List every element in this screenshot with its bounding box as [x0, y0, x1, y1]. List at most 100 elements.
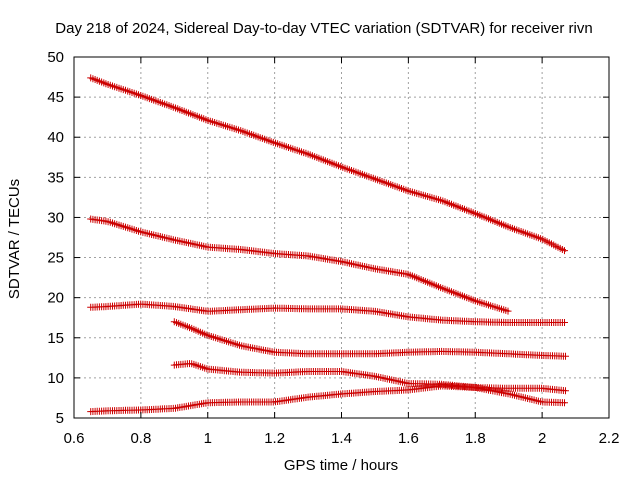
data-point — [340, 370, 343, 373]
y-tick-label: 20 — [47, 290, 64, 307]
y-tick-labels: 5 10 15 20 25 30 35 40 45 50 — [47, 49, 64, 427]
x-tick-label: 0.8 — [130, 430, 151, 447]
y-tick-label: 5 — [56, 410, 64, 427]
x-tick-label: 2 — [538, 430, 546, 447]
data-point — [374, 178, 376, 180]
series-markers — [87, 215, 512, 315]
data-point — [140, 94, 142, 97]
data-point — [474, 321, 476, 323]
data-point — [207, 402, 209, 404]
data-point — [307, 396, 309, 398]
data-point — [307, 153, 309, 155]
y-axis-label: SDTVAR / TECUs — [6, 179, 23, 299]
x-tick-label: 2.2 — [599, 430, 620, 447]
data-point — [240, 345, 242, 347]
data-point — [307, 308, 309, 310]
data-point — [274, 351, 276, 353]
data-point — [173, 106, 175, 109]
data-point — [190, 327, 192, 329]
data-point — [441, 287, 443, 289]
data-point — [173, 321, 175, 323]
data-point — [474, 386, 476, 389]
y-tick-label: 15 — [47, 330, 64, 347]
data-point — [190, 362, 192, 365]
data-point — [541, 401, 543, 403]
series-track-2 — [87, 215, 512, 315]
data-point — [508, 310, 510, 312]
data-point — [240, 130, 242, 132]
data-point — [274, 142, 276, 144]
data-point — [340, 166, 343, 168]
data-point — [140, 409, 142, 411]
x-tick-label: 1.2 — [264, 430, 285, 447]
data-point — [374, 353, 376, 355]
x-tick-label: 1.8 — [465, 430, 486, 447]
data-point — [307, 255, 309, 257]
y-tick-label: 35 — [47, 169, 64, 186]
data-point — [240, 401, 242, 403]
data-point — [140, 231, 142, 233]
x-axis-label: GPS time / hours — [284, 457, 398, 474]
data-point — [173, 364, 175, 366]
data-point — [207, 119, 209, 121]
data-point — [340, 260, 343, 263]
chart-title: Day 218 of 2024, Sidereal Day-to-day VTE… — [55, 20, 592, 37]
y-tick-label: 25 — [47, 250, 64, 267]
data-point — [541, 321, 543, 324]
data-point — [207, 334, 209, 336]
data-point — [240, 309, 242, 311]
y-tick-label: 50 — [47, 49, 64, 66]
data-point — [374, 375, 376, 377]
series-track-1 — [87, 74, 568, 255]
data-point — [274, 401, 276, 403]
data-point — [173, 239, 175, 241]
data-point — [407, 382, 409, 385]
data-point — [541, 354, 543, 357]
data-point — [374, 390, 376, 393]
data-point — [274, 307, 276, 309]
data-point — [307, 370, 309, 373]
series-track-3 — [87, 300, 568, 326]
data-point — [508, 353, 510, 355]
data-point — [474, 300, 476, 302]
data-point — [407, 190, 409, 192]
data-point — [541, 238, 543, 240]
data-point — [474, 351, 476, 353]
data-point — [564, 390, 567, 392]
data-point — [274, 252, 276, 255]
data-point — [564, 402, 567, 404]
data-point — [240, 371, 242, 373]
y-tick-label: 10 — [47, 370, 64, 387]
data-point — [340, 393, 343, 395]
series-markers — [170, 318, 569, 360]
data-point — [564, 355, 567, 357]
x-tick-label: 0.6 — [64, 430, 85, 447]
data-point — [541, 387, 543, 389]
data-point — [564, 321, 567, 324]
y-tick-label: 30 — [47, 209, 64, 226]
data-point — [207, 368, 209, 370]
data-point — [441, 385, 443, 387]
data-series — [87, 74, 569, 416]
data-point — [90, 306, 92, 308]
x-tick-label: 1.6 — [398, 430, 419, 447]
data-point — [441, 199, 443, 202]
data-point — [106, 410, 109, 412]
x-tick-labels: 0.6 0.8 1 1.2 1.4 1.6 1.8 2 2.2 — [64, 430, 620, 447]
data-point — [173, 305, 175, 308]
data-point — [106, 305, 109, 308]
axis-ticks — [73, 56, 610, 419]
data-point — [90, 77, 92, 79]
data-point — [307, 353, 309, 355]
data-point — [207, 310, 209, 312]
data-point — [441, 319, 443, 321]
data-point — [474, 212, 476, 215]
data-point — [173, 407, 175, 409]
data-point — [407, 351, 409, 353]
data-point — [407, 316, 409, 318]
series-markers — [87, 74, 568, 255]
data-point — [274, 372, 276, 374]
data-point — [441, 383, 443, 385]
data-point — [340, 308, 343, 310]
